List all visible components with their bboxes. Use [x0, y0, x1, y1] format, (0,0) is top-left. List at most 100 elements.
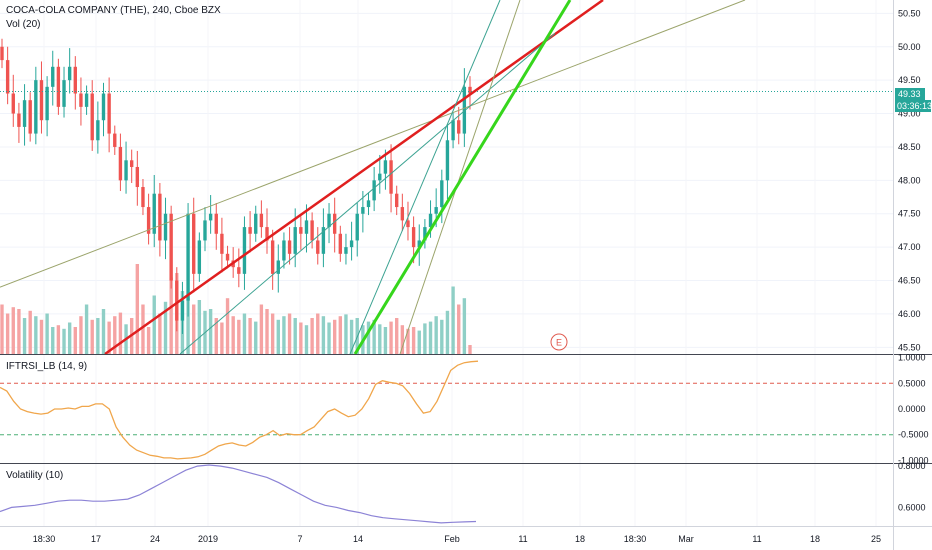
oscillator-tick-label: -0.5000 — [898, 430, 929, 440]
time-tick-label: 17 — [91, 534, 101, 544]
candle-body — [107, 93, 111, 134]
candle-body — [434, 207, 438, 214]
price-tick-label: 45.50 — [898, 342, 921, 352]
volume-bar — [90, 319, 94, 354]
earnings-marker[interactable]: E — [550, 333, 568, 351]
candle-body — [349, 240, 354, 248]
volatility-axis[interactable]: 0.8000 0.6000 — [898, 461, 926, 512]
candle-body — [180, 300, 185, 321]
volume-bar — [417, 330, 421, 354]
oscillator-axis[interactable]: 1.0000 0.5000 0.0000 -0.5000 -1.0000 — [898, 353, 929, 466]
candle-body — [417, 240, 421, 248]
candle-body — [34, 80, 38, 134]
volume-bar — [186, 298, 190, 354]
time-tick-label: 11 — [752, 534, 761, 544]
current-price-badge — [895, 88, 925, 100]
candle-body — [135, 166, 140, 188]
price-axis[interactable]: 50.50 50.00 49.50 49.00 48.50 48.00 47.50 47.00… — [898, 8, 921, 352]
trendline-olive-steep[interactable] — [399, 0, 521, 355]
oscillator-tick-label: 0.0000 — [898, 404, 926, 414]
volume-bar — [462, 298, 467, 354]
time-axis[interactable]: 18:30 17 24 2019 7 14 Feb 11 18 18:30 Mar 11 18 25 — [33, 534, 881, 544]
candle-body — [242, 227, 247, 274]
oscillator-legend[interactable]: IFTRSI_LB (14, 9) — [6, 361, 88, 372]
volume-bar — [287, 313, 292, 354]
volume-bar — [304, 325, 309, 354]
volume-bar — [101, 309, 106, 354]
candle-body — [406, 220, 410, 228]
time-tick-label: 18:30 — [33, 534, 56, 544]
volume-bar — [39, 319, 44, 354]
volume-bar — [113, 316, 117, 354]
candle-body — [152, 193, 156, 234]
candle-body — [51, 66, 55, 87]
volume-bar — [208, 309, 213, 354]
candle-body — [338, 233, 343, 254]
candle-body — [192, 213, 196, 274]
trendlines[interactable] — [0, 0, 746, 356]
chart-title[interactable]: COCA-COLA COMPANY (THE), 240, Cboe BZX — [6, 5, 221, 16]
volume-bar — [383, 327, 388, 354]
candle-body — [332, 213, 337, 234]
volume-bar — [237, 319, 241, 354]
volume-bar — [11, 307, 15, 354]
candle-body — [248, 227, 252, 234]
candle-body — [225, 253, 230, 261]
volume-bar — [5, 313, 10, 354]
volume-bar — [259, 304, 264, 354]
current-price-marker: 49.33 03:36:13 — [895, 88, 932, 112]
candle-body — [237, 267, 241, 274]
candle-body — [265, 227, 269, 241]
trendline-red[interactable] — [104, 0, 604, 356]
volatility-tick-label: 0.6000 — [898, 502, 926, 512]
oscillator-tick-label: -1.0000 — [898, 455, 929, 465]
candle-body — [355, 213, 359, 241]
current-price-label: 49.33 — [898, 89, 921, 99]
volume-bar — [389, 321, 393, 354]
volume-bar — [34, 316, 38, 354]
time-tick-label: 11 — [518, 534, 527, 544]
candle-body — [440, 180, 444, 208]
candlesticks — [0, 38, 893, 334]
volatility-legend[interactable]: Volatility (10) — [6, 470, 64, 481]
price-tick-label: 49.00 — [898, 109, 921, 119]
time-tick-label: 18 — [810, 534, 820, 544]
trendline-teal-steep[interactable] — [349, 0, 501, 355]
candle-body — [11, 93, 15, 114]
candle-body — [118, 146, 123, 181]
candle-body — [445, 140, 450, 181]
volume-bar — [468, 345, 472, 354]
volume-bar — [107, 321, 111, 354]
trendline-teal-mid[interactable] — [179, 33, 556, 355]
candle-body — [316, 240, 320, 254]
candle-body — [124, 160, 128, 181]
volatility-tick-label: 0.8000 — [898, 461, 926, 471]
volume-bar — [146, 327, 151, 354]
volume-bar — [411, 327, 416, 354]
volume-bar — [152, 295, 156, 354]
time-tick-label: 7 — [297, 534, 302, 544]
time-tick-label: 14 — [353, 534, 363, 544]
countdown-label: 03:36:13 — [897, 101, 932, 111]
candle-body — [73, 66, 77, 94]
candle-body — [423, 227, 427, 241]
candle-body — [254, 213, 258, 234]
volume-bar — [372, 319, 376, 354]
candle-body — [169, 213, 173, 281]
candle-body — [220, 233, 224, 254]
time-tick-label: 2019 — [198, 534, 218, 544]
volume-bar — [67, 322, 72, 354]
earnings-circle[interactable] — [550, 333, 568, 351]
volume-bar — [254, 321, 258, 354]
trendline-olive-long[interactable] — [0, 0, 746, 288]
candle-body — [383, 160, 388, 174]
candle-body — [113, 133, 117, 147]
candle-body — [428, 213, 433, 228]
volume-legend[interactable]: Vol (20) — [6, 19, 41, 30]
candle-body — [310, 220, 314, 241]
trendline-green[interactable] — [353, 0, 572, 355]
price-tick-label: 46.50 — [898, 276, 921, 286]
candle-body — [101, 93, 106, 121]
